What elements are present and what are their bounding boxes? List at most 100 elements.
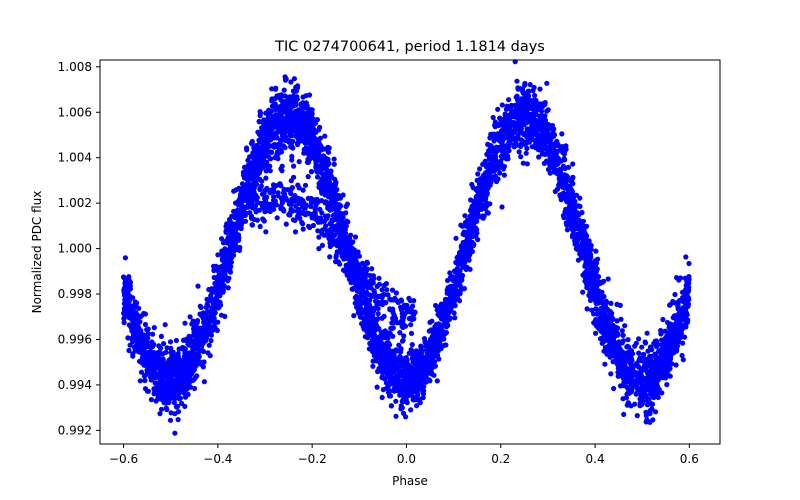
- data-point: [477, 189, 483, 196]
- data-point: [574, 235, 580, 241]
- data-point: [187, 335, 193, 341]
- data-point: [590, 294, 596, 300]
- data-point: [498, 162, 505, 168]
- data-point: [126, 322, 132, 328]
- data-point: [398, 403, 404, 409]
- data-point: [614, 301, 620, 307]
- data-point: [559, 131, 565, 137]
- data-point: [142, 321, 148, 328]
- data-point: [491, 131, 497, 137]
- data-point: [620, 332, 626, 338]
- data-point: [545, 107, 551, 113]
- data-point: [173, 380, 180, 386]
- data-point: [193, 332, 199, 338]
- data-point: [423, 341, 430, 347]
- data-point: [551, 169, 557, 175]
- data-point: [656, 365, 662, 371]
- data-point: [371, 353, 377, 359]
- data-point: [342, 224, 348, 230]
- data-point: [521, 139, 527, 145]
- data-point: [279, 163, 285, 169]
- data-point: [295, 139, 301, 145]
- data-point: [601, 332, 607, 338]
- data-point: [562, 209, 568, 215]
- data-point: [148, 359, 154, 365]
- data-point: [579, 209, 585, 216]
- data-point: [393, 347, 399, 353]
- data-point: [160, 382, 166, 388]
- data-points: [121, 59, 692, 436]
- data-point: [336, 212, 343, 219]
- data-point: [182, 320, 188, 326]
- data-point: [452, 315, 458, 321]
- data-point: [523, 150, 529, 156]
- data-point: [567, 185, 574, 191]
- data-point: [683, 321, 689, 327]
- data-point: [317, 135, 323, 141]
- data-point: [435, 332, 441, 338]
- data-point: [613, 332, 619, 339]
- data-point: [244, 147, 250, 153]
- data-point: [133, 304, 139, 310]
- data-point: [157, 411, 163, 417]
- data-point: [437, 342, 443, 348]
- data-point: [374, 384, 380, 390]
- data-point: [256, 137, 262, 143]
- data-point: [334, 217, 340, 223]
- data-point: [229, 213, 235, 219]
- data-point: [157, 356, 163, 362]
- data-point: [220, 289, 226, 295]
- data-point: [179, 400, 185, 406]
- data-point: [306, 92, 313, 98]
- data-point: [570, 198, 576, 204]
- data-point: [170, 380, 176, 386]
- data-point: [408, 391, 415, 397]
- data-point: [250, 165, 256, 171]
- data-point: [548, 123, 554, 129]
- data-point: [175, 409, 182, 415]
- data-point: [157, 376, 163, 382]
- data-point: [511, 144, 517, 150]
- data-point: [644, 330, 650, 336]
- data-point: [664, 382, 670, 388]
- data-point: [176, 396, 183, 402]
- data-point: [632, 401, 638, 407]
- data-point: [183, 379, 189, 385]
- data-point: [142, 332, 148, 338]
- data-point: [379, 394, 385, 401]
- data-point: [621, 362, 627, 369]
- data-point: [631, 383, 638, 389]
- data-point: [468, 197, 474, 203]
- data-point: [359, 321, 365, 327]
- data-point: [271, 131, 277, 137]
- data-point: [595, 288, 602, 294]
- data-point: [530, 137, 536, 143]
- data-point: [591, 261, 597, 267]
- data-point: [625, 337, 631, 343]
- data-point: [499, 102, 505, 108]
- data-point: [660, 316, 666, 323]
- data-point: [591, 274, 597, 280]
- data-point: [413, 386, 419, 392]
- data-point: [667, 322, 673, 328]
- data-point: [443, 330, 449, 336]
- data-point: [524, 90, 531, 96]
- data-point: [632, 378, 638, 384]
- data-point: [614, 361, 620, 367]
- data-point: [282, 104, 288, 110]
- data-point: [153, 373, 160, 379]
- data-point: [671, 333, 677, 339]
- data-point: [269, 86, 275, 92]
- data-point: [434, 378, 440, 384]
- data-point: [518, 143, 524, 149]
- data-point: [618, 371, 625, 377]
- data-point: [673, 340, 679, 346]
- data-point: [593, 330, 599, 336]
- data-point: [209, 307, 215, 313]
- data-point: [233, 239, 239, 245]
- data-point: [282, 130, 288, 136]
- data-point: [168, 357, 174, 363]
- data-point: [293, 102, 299, 108]
- data-point: [639, 344, 645, 350]
- data-point: [461, 242, 467, 248]
